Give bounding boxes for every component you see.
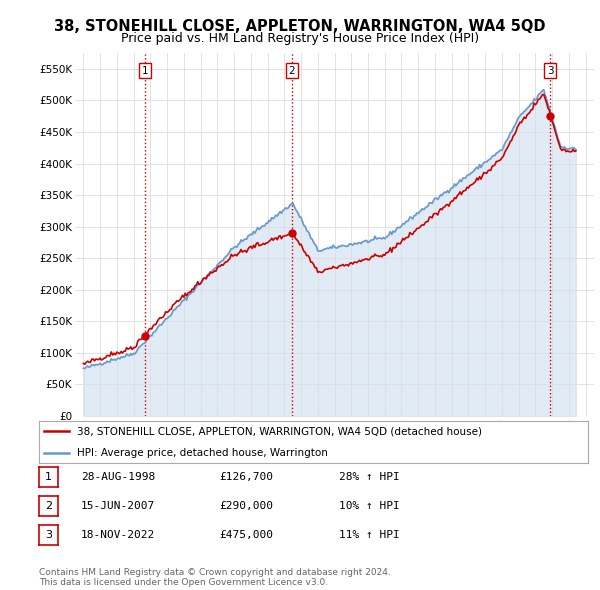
Text: £475,000: £475,000 xyxy=(219,530,273,539)
Text: 3: 3 xyxy=(547,66,553,76)
Text: Contains HM Land Registry data © Crown copyright and database right 2024.
This d: Contains HM Land Registry data © Crown c… xyxy=(39,568,391,587)
Text: 1: 1 xyxy=(45,472,52,481)
Text: 28% ↑ HPI: 28% ↑ HPI xyxy=(339,472,400,481)
Text: 15-JUN-2007: 15-JUN-2007 xyxy=(81,501,155,510)
Text: Price paid vs. HM Land Registry's House Price Index (HPI): Price paid vs. HM Land Registry's House … xyxy=(121,32,479,45)
Text: 3: 3 xyxy=(45,530,52,539)
Text: 11% ↑ HPI: 11% ↑ HPI xyxy=(339,530,400,539)
Text: 2: 2 xyxy=(289,66,295,76)
Text: £290,000: £290,000 xyxy=(219,501,273,510)
Text: 38, STONEHILL CLOSE, APPLETON, WARRINGTON, WA4 5QD (detached house): 38, STONEHILL CLOSE, APPLETON, WARRINGTO… xyxy=(77,427,482,436)
Text: 28-AUG-1998: 28-AUG-1998 xyxy=(81,472,155,481)
Text: 38, STONEHILL CLOSE, APPLETON, WARRINGTON, WA4 5QD: 38, STONEHILL CLOSE, APPLETON, WARRINGTO… xyxy=(54,19,546,34)
Text: HPI: Average price, detached house, Warrington: HPI: Average price, detached house, Warr… xyxy=(77,448,328,457)
Text: 2: 2 xyxy=(45,501,52,510)
Text: 1: 1 xyxy=(142,66,148,76)
Text: £126,700: £126,700 xyxy=(219,472,273,481)
Text: 18-NOV-2022: 18-NOV-2022 xyxy=(81,530,155,539)
Text: 10% ↑ HPI: 10% ↑ HPI xyxy=(339,501,400,510)
